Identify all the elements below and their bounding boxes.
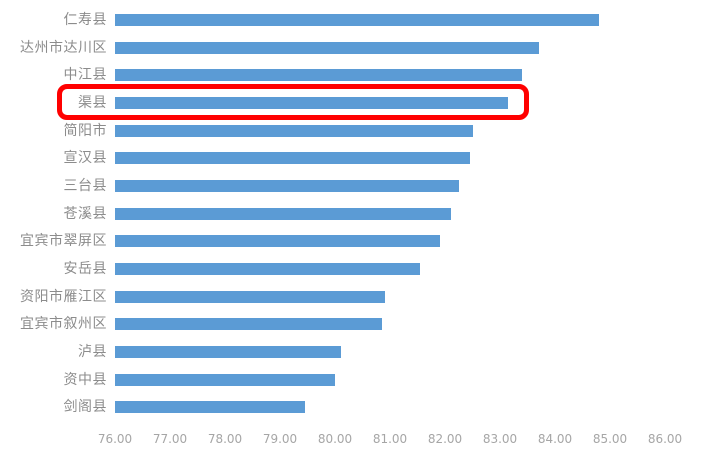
bar (115, 152, 470, 165)
x-axis-tick-label: 80.00 (317, 432, 353, 446)
category-label: 苍溪县 (63, 205, 107, 222)
x-axis-tick-label: 86.00 (647, 432, 683, 446)
category-label: 中江县 (63, 67, 107, 84)
category-label: 简阳市 (63, 122, 107, 139)
category-label: 宜宾市叙州区 (20, 316, 107, 333)
category-label: 资中县 (63, 371, 107, 388)
category-label: 资阳市雁江区 (20, 288, 107, 305)
bar (115, 124, 473, 137)
x-axis-tick-label: 82.00 (427, 432, 463, 446)
chart-row: 苍溪县 (0, 200, 725, 228)
category-label: 仁寿县 (63, 11, 107, 28)
category-label: 宜宾市翠屏区 (20, 233, 107, 250)
category-label: 宣汉县 (63, 150, 107, 167)
chart-row: 仁寿县 (0, 6, 725, 34)
x-axis-tick-label: 84.00 (537, 432, 573, 446)
bar (115, 41, 539, 54)
bar (115, 290, 385, 303)
bar (115, 13, 599, 26)
x-axis-tick-label: 81.00 (372, 432, 408, 446)
bar (115, 179, 459, 192)
x-axis-tick-label: 76.00 (97, 432, 133, 446)
bar (115, 263, 421, 276)
x-axis-tick-label: 85.00 (592, 432, 628, 446)
category-label: 达州市达川区 (20, 39, 107, 56)
x-axis-tick-label: 78.00 (207, 432, 243, 446)
category-label: 三台县 (63, 177, 107, 194)
bar (115, 318, 382, 331)
chart-row: 资中县 (0, 366, 725, 394)
bar (115, 401, 305, 414)
chart-row: 宣汉县 (0, 144, 725, 172)
chart-row: 中江县 (0, 61, 725, 89)
chart-row: 达州市达川区 (0, 34, 725, 62)
x-axis-tick-label: 79.00 (262, 432, 298, 446)
x-axis-tick-label: 83.00 (482, 432, 518, 446)
chart-row: 渠县 (0, 89, 725, 117)
bar (115, 207, 451, 220)
category-label: 渠县 (78, 94, 107, 111)
bar (115, 69, 522, 82)
chart-row: 剑阁县 (0, 394, 725, 422)
bar (115, 373, 335, 386)
bar (115, 346, 341, 359)
chart-row: 三台县 (0, 172, 725, 200)
category-label: 泸县 (78, 344, 107, 361)
chart-row: 宜宾市翠屏区 (0, 228, 725, 256)
chart-row: 宜宾市叙州区 (0, 311, 725, 339)
chart-row: 简阳市 (0, 117, 725, 145)
bar (115, 235, 440, 248)
bar (115, 96, 509, 109)
x-axis-tick-label: 77.00 (152, 432, 188, 446)
category-label: 剑阁县 (63, 399, 107, 416)
x-axis: 76.00 77.00 78.00 79.00 80.00 81.00 82.00 83.00… (0, 431, 725, 449)
chart-row: 资阳市雁江区 (0, 283, 725, 311)
chart-row: 安岳县 (0, 255, 725, 283)
plot-area: 仁寿县达州市达川区中江县渠县简阳市宣汉县三台县苍溪县宜宾市翠屏区安岳县资阳市雁江… (0, 6, 725, 421)
category-label: 安岳县 (63, 261, 107, 278)
chart-row: 泸县 (0, 338, 725, 366)
